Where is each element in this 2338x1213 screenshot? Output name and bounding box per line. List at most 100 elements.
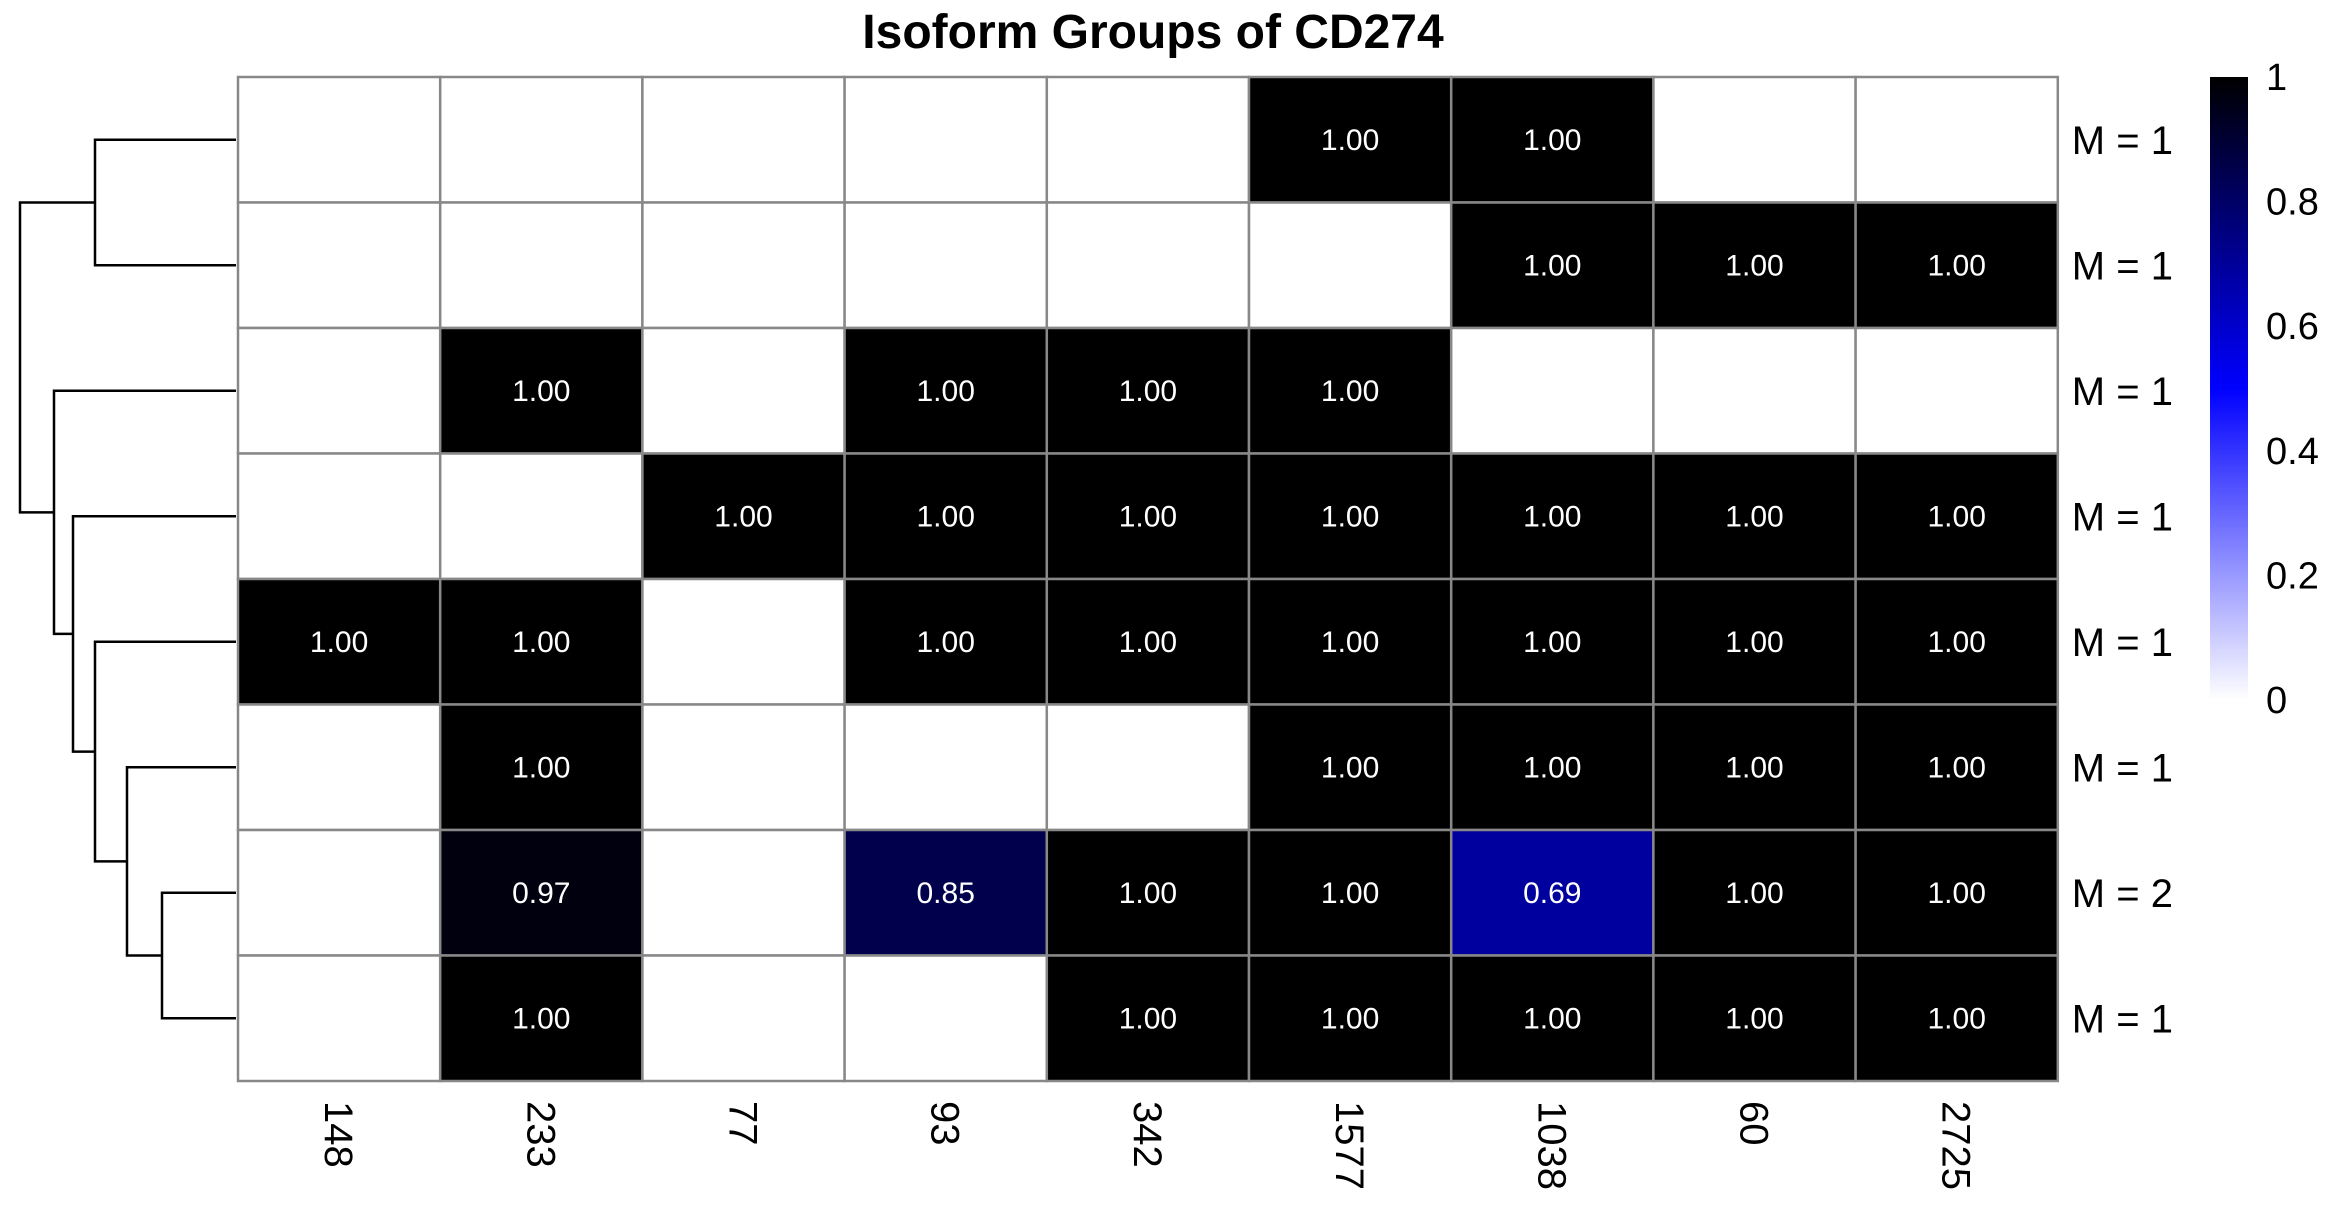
cell-value-label: 1.00: [1928, 626, 1986, 659]
dendrogram-branch: [71, 515, 236, 753]
dendrogram-branch: [125, 766, 236, 957]
row-label: M = 2: [2072, 872, 2173, 916]
heatmap-cell: [641, 326, 846, 455]
cell-value-label: 1.00: [1321, 751, 1379, 784]
legend-tick-label: 0.4: [2266, 431, 2319, 473]
heatmap-cell: [1652, 577, 1857, 706]
heatmap-cell: [1449, 577, 1655, 706]
cell-value-label: 1.00: [1725, 249, 1783, 282]
cell-value-label: 1.00: [1321, 877, 1379, 910]
heatmap-cell: [1854, 703, 2060, 832]
heatmap-cell: [843, 703, 1049, 832]
heatmap-cell: [438, 954, 644, 1083]
cell-value-label: 1.00: [1321, 1002, 1379, 1035]
cell-value-label: 1.00: [1119, 1002, 1177, 1035]
cell-value-label: 1.00: [1725, 626, 1783, 659]
heatmap-cell: [843, 828, 1049, 957]
heatmap-cell: [438, 703, 644, 832]
heatmap-cell: [1652, 954, 1857, 1083]
cell-value-label: 0.85: [917, 877, 975, 910]
heatmap-cell: [1045, 954, 1251, 1083]
dendrogram-branch: [93, 640, 236, 863]
row-label: M = 1: [2072, 997, 2173, 1041]
row-label: M = 1: [2072, 621, 2173, 665]
cell-value-label: 1.00: [1119, 626, 1177, 659]
cell-value-label: 1.00: [1119, 500, 1177, 533]
column-labels: 148 233 77 93 342 1577 1038 60 2725: [316, 1101, 1978, 1190]
cell-value-label: 0.97: [512, 877, 570, 910]
legend-tick-label: 0.8: [2266, 182, 2319, 224]
column-label: 342: [1125, 1101, 1169, 1168]
row-label: M = 1: [2072, 370, 2173, 414]
cell-value-label: 0.69: [1523, 877, 1581, 910]
row-labels: M = 1 M = 1 M = 1 M = 1 M = 1 M = 1 M = 2 M = 1: [2072, 119, 2173, 1042]
heatmap-cell: [1045, 75, 1251, 204]
column-label: 1577: [1327, 1101, 1371, 1190]
dendrogram-branch: [160, 891, 236, 1020]
column-label: 233: [518, 1101, 562, 1168]
heatmap-cell: [1045, 577, 1251, 706]
cell-value-label: 1.00: [1523, 249, 1581, 282]
heatmap-cell: [1449, 75, 1655, 204]
cell-value-label: 1.00: [1928, 877, 1986, 910]
cell-value-label: 1.00: [1119, 375, 1177, 408]
dendrogram-branch: [93, 138, 236, 267]
heatmap-cell: [1449, 954, 1655, 1083]
cell-value-label: 1.00: [1321, 375, 1379, 408]
heatmap-cell: [438, 326, 644, 455]
column-label: 93: [923, 1101, 967, 1146]
cell-value-label: 1.00: [917, 500, 975, 533]
heatmap-cell: [641, 452, 846, 581]
column-label: 148: [316, 1101, 360, 1168]
legend-tick-label: 1: [2266, 57, 2287, 99]
heatmap-cell: [236, 954, 442, 1083]
cell-value-label: 1.00: [1523, 124, 1581, 157]
heatmap-cell: [1247, 75, 1453, 204]
heatmap-cell: [1045, 703, 1251, 832]
heatmap-cell: [641, 703, 846, 832]
cell-value-label: 1.00: [1928, 751, 1986, 784]
row-label: M = 1: [2072, 746, 2173, 790]
heatmap-cell: [641, 75, 846, 204]
cell-value-label: 1.00: [1725, 877, 1783, 910]
heatmap-cell: [438, 577, 644, 706]
heatmap-cell: [843, 577, 1049, 706]
heatmap-cell: [641, 577, 846, 706]
heatmap-cell: [1247, 954, 1453, 1083]
heatmap-cell: [1247, 577, 1453, 706]
cell-value-label: 1.00: [1725, 751, 1783, 784]
cell-value-label: 1.00: [1321, 124, 1379, 157]
cell-value-label: 1.00: [1928, 1002, 1986, 1035]
heatmap-cell: [1449, 201, 1655, 330]
heatmap-cell: [1247, 201, 1453, 330]
heatmap-cell: [438, 452, 644, 581]
heatmap-cell: [1449, 452, 1655, 581]
legend-tick-label: 0.2: [2266, 555, 2319, 597]
cell-value-label: 1.00: [1523, 500, 1581, 533]
cell-value-label: 1.00: [1725, 1002, 1783, 1035]
heatmap-cell: [1652, 326, 1857, 455]
legend-tick-label: 0: [2266, 680, 2287, 722]
column-label: 77: [721, 1101, 765, 1146]
cell-value-label: 1.00: [512, 626, 570, 659]
heatmap-cell: [236, 326, 442, 455]
cell-value-label: 1.00: [1523, 751, 1581, 784]
heatmap-cell: [843, 201, 1049, 330]
column-label: 60: [1732, 1101, 1776, 1146]
color-legend-bar: [2210, 77, 2248, 700]
heatmap-cell: [236, 452, 442, 581]
heatmap-cell: [1045, 201, 1251, 330]
chart-title: Isoform Groups of CD274: [862, 6, 1444, 59]
column-label: 2725: [1934, 1101, 1978, 1190]
row-dendrogram: [18, 138, 236, 1020]
heatmap-cell: [1854, 452, 2060, 581]
cell-value-label: 1.00: [917, 375, 975, 408]
heatmap-cell: [236, 703, 442, 832]
heatmap-cell: [236, 828, 442, 957]
heatmap-cell: [438, 75, 644, 204]
cell-value-label: 1.00: [1119, 877, 1177, 910]
heatmap-cell: [1854, 75, 2060, 204]
cell-value-label: 1.00: [512, 1002, 570, 1035]
cell-value-label: 1.00: [1321, 626, 1379, 659]
